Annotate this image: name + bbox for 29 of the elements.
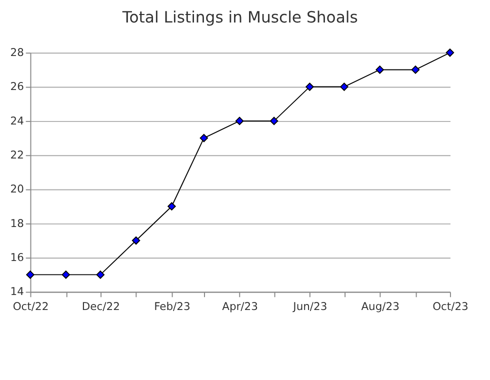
point bbox=[200, 134, 208, 142]
point bbox=[96, 270, 105, 279]
point bbox=[376, 66, 384, 74]
point bbox=[235, 116, 244, 126]
y-tick-label: 18 bbox=[10, 216, 24, 230]
y-tick-label: 28 bbox=[10, 46, 24, 60]
y-tick-label: 16 bbox=[10, 251, 24, 264]
y-tick-label: 20 bbox=[10, 182, 24, 196]
point bbox=[26, 270, 34, 279]
y-tick-label: 22 bbox=[10, 148, 24, 162]
point bbox=[168, 202, 176, 210]
point bbox=[62, 270, 70, 279]
point bbox=[306, 82, 314, 91]
point bbox=[132, 236, 140, 245]
point bbox=[270, 116, 278, 126]
y-tick-label: 24 bbox=[10, 114, 24, 128]
point bbox=[411, 66, 420, 74]
y-tick-label: 26 bbox=[10, 80, 24, 94]
point bbox=[340, 82, 348, 91]
x-tick-label: Aug/23 bbox=[361, 300, 400, 313]
x-tick-label: Jun/23 bbox=[292, 300, 328, 313]
x-tick-label: Apr/23 bbox=[222, 300, 258, 313]
point bbox=[446, 48, 454, 57]
x-tick-label: Dec/22 bbox=[82, 300, 120, 313]
x-tick-label: Oct/23 bbox=[432, 300, 468, 313]
x-tick-label: Feb/23 bbox=[154, 300, 190, 313]
chart-title: Total Listings in Muscle Shoals bbox=[121, 8, 358, 26]
x-tick-label: Oct/22 bbox=[12, 300, 49, 313]
y-tick-label: 14 bbox=[10, 285, 24, 298]
